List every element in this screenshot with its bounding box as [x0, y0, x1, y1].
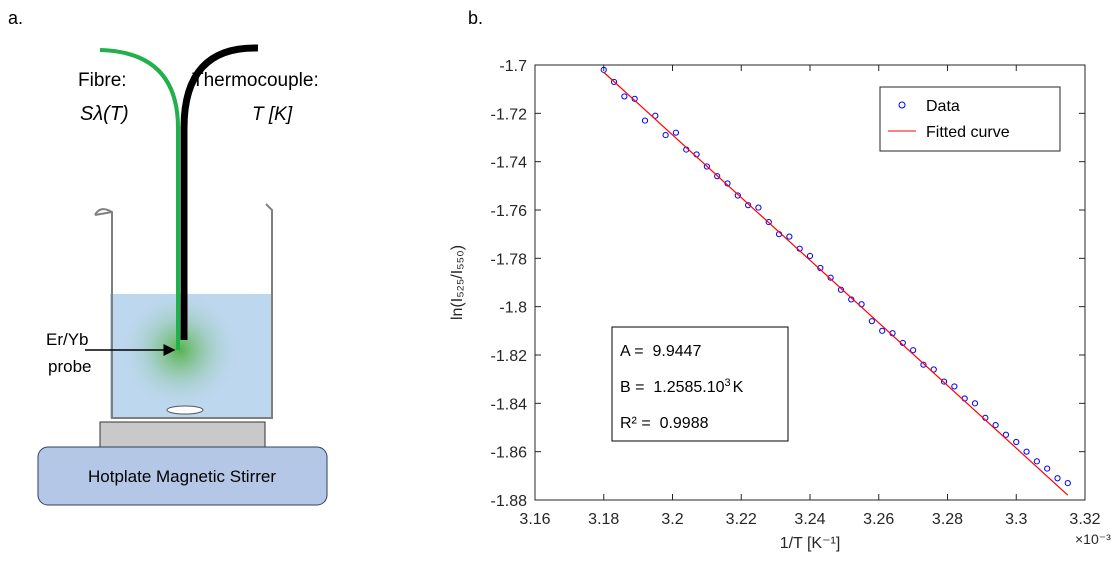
data-point	[951, 383, 958, 390]
stirrer-label: Hotplate Magnetic Stirrer	[88, 467, 276, 486]
thermocouple-label: Thermocouple:	[192, 70, 319, 91]
x-tick-label: 3.24	[794, 511, 825, 528]
data-point	[755, 204, 762, 211]
y-tick-label: -1.8	[499, 300, 527, 317]
data-point	[1002, 431, 1010, 438]
y-tick-label: -1.72	[491, 106, 528, 123]
panel-label: a.	[8, 8, 23, 28]
y-axis-label: ln(I₅₂₅/I₅₅₀)	[449, 245, 466, 320]
data-point	[868, 318, 875, 325]
annotation-part: B = 1.2585.10	[620, 379, 725, 396]
x-tick-label: 3.26	[863, 511, 894, 528]
panel-label: b.	[468, 8, 483, 28]
data-point	[1064, 479, 1071, 487]
data-point	[837, 286, 845, 293]
probe-label: Er/Yb	[46, 330, 89, 349]
data-point	[714, 173, 721, 180]
data-point	[703, 163, 710, 170]
fitted-line	[603, 71, 1069, 496]
annotation-superscript: 3	[725, 377, 731, 389]
data-point	[1023, 448, 1030, 455]
beaker-lip	[94, 211, 113, 216]
data-point	[1033, 458, 1040, 465]
annotation-unit: K	[733, 379, 744, 396]
data-point	[765, 218, 772, 226]
thermocouple-symbol: T [K]	[252, 104, 293, 125]
legend-box	[879, 86, 1061, 152]
data-point	[827, 274, 834, 281]
y-tick-label: -1.7	[499, 58, 527, 75]
x-tick-label: 3.2	[661, 511, 683, 528]
data-point	[786, 233, 793, 240]
data-point	[992, 421, 999, 429]
data-point	[652, 112, 659, 119]
data-point	[672, 129, 680, 136]
legend-label: Data	[926, 98, 960, 115]
annotation-box	[611, 326, 789, 442]
thermocouple	[180, 44, 259, 340]
y-tick-label: -1.82	[491, 348, 528, 365]
fibre-label: Fibre:	[78, 70, 127, 91]
fibre-symbol: Sλ(T)	[80, 103, 129, 125]
data-point	[930, 366, 937, 373]
x-tick-label: 3.32	[1069, 511, 1100, 528]
y-tick-label: -1.78	[491, 251, 528, 268]
data-point	[662, 131, 669, 139]
probe-label: probe	[48, 357, 91, 376]
data-point	[621, 93, 628, 100]
data-point	[1013, 438, 1020, 446]
annotation: B = 1.2585.103 K	[620, 377, 744, 396]
data-point	[745, 202, 752, 209]
y-tick-label: -1.86	[491, 445, 528, 462]
data-point	[610, 78, 618, 86]
legend-label: Fitted curve	[926, 124, 1010, 141]
x-tick-label: 3.22	[726, 511, 757, 528]
fibre	[99, 48, 180, 350]
data-point	[806, 252, 814, 260]
x-tick-label: 3.3	[1005, 511, 1027, 528]
x-axis-label: 1/T [K⁻¹]	[780, 535, 841, 552]
hotplate-top	[99, 421, 266, 448]
x-multiplier: ×10⁻³	[1075, 531, 1111, 547]
y-tick-label: -1.76	[491, 203, 528, 220]
x-tick-label: 3.16	[519, 511, 550, 528]
x-tick-label: 3.28	[932, 511, 963, 528]
data-point	[879, 327, 886, 334]
annotation: A = 9.9447	[620, 343, 702, 360]
data-point	[641, 117, 649, 124]
data-point	[910, 347, 917, 354]
data-point	[971, 400, 979, 407]
y-tick-label: -1.74	[491, 155, 528, 172]
data-point	[1044, 465, 1051, 472]
hotplate-base	[37, 446, 328, 506]
stir-bar	[166, 405, 204, 415]
data-point	[940, 378, 948, 385]
annotation: R² = 0.9988	[620, 415, 709, 432]
y-tick-label: -1.88	[491, 493, 528, 510]
data-point	[920, 361, 927, 368]
y-tick-label: -1.84	[491, 396, 528, 413]
legend-marker	[898, 101, 906, 109]
beaker	[94, 203, 273, 419]
data-point	[734, 192, 741, 199]
x-tick-label: 3.18	[588, 511, 619, 528]
data-point	[1054, 475, 1061, 482]
